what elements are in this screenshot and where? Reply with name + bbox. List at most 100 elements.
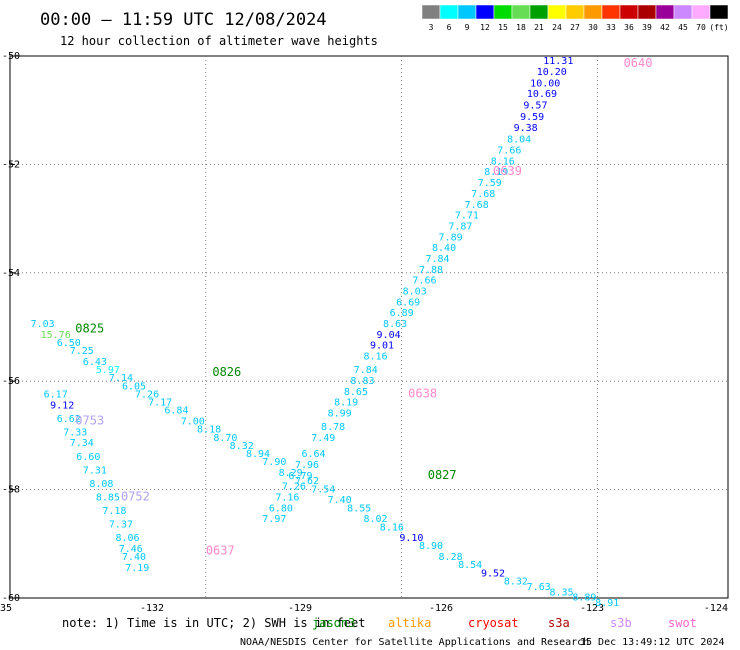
- swh-value: 7.26: [282, 482, 306, 493]
- swh-value: 7.17: [148, 398, 172, 409]
- swh-value: 7.96: [295, 460, 319, 471]
- pass-id-label: 0640: [624, 56, 653, 70]
- colorbar-swatch: [583, 4, 603, 20]
- swh-value: 8.28: [439, 552, 463, 563]
- colorbar-tick: 33: [606, 23, 616, 32]
- axis-ticks: -135 -132 -129 -126 -123 -124 -50 -52 -54 -56 -58 -…: [0, 51, 728, 614]
- pass-id-label: 0639: [493, 164, 522, 178]
- swh-value: 7.26: [135, 389, 159, 400]
- swh-value: 7.84: [354, 365, 378, 376]
- swh-value: 8.16: [491, 156, 515, 167]
- swh-value: 8.16: [363, 352, 387, 363]
- swh-value: 6.05: [122, 381, 146, 392]
- swh-value: 8.54: [458, 560, 482, 571]
- satellite-legend-item: swot: [668, 616, 697, 630]
- swh-value: 8.99: [328, 408, 352, 419]
- swh-value: 10.00: [530, 78, 560, 89]
- swh-value: 8.35: [550, 587, 574, 598]
- pass-id-label: 0752: [121, 489, 150, 503]
- pass-id-label: 0825: [75, 321, 104, 335]
- x-tick-label: -124: [704, 603, 728, 614]
- chart-subtitle: 12 hour collection of altimeter wave hei…: [60, 34, 378, 48]
- swh-value: 8.29: [279, 468, 303, 479]
- swh-value: 6.43: [83, 357, 107, 368]
- colorbar-tick: 12: [480, 23, 490, 32]
- chart-title: 00:00 – 11:59 UTC 12/08/2024: [40, 10, 327, 30]
- colorbar-swatch: [439, 4, 459, 20]
- swh-value: 8.40: [432, 243, 456, 254]
- swh-value: 7.88: [419, 265, 443, 276]
- swh-value: 7.59: [478, 178, 502, 189]
- swh-value: 6.79: [288, 471, 312, 482]
- swh-value: 6.62: [57, 414, 81, 425]
- swh-value: 10.20: [537, 67, 567, 78]
- colorbar-tick: 6: [447, 23, 452, 32]
- swh-value: 7.16: [275, 492, 299, 503]
- x-tick-label: -123: [580, 603, 604, 614]
- satellite-legend-item: cryosat: [468, 616, 519, 630]
- colorbar-tick: 15: [498, 23, 508, 32]
- swh-value: 8.90: [419, 541, 443, 552]
- swh-value: 8.19: [334, 398, 358, 409]
- satellite-legend-item: jason3: [312, 616, 355, 630]
- swh-value: 6.89: [390, 308, 414, 319]
- swh-value: 8.85: [96, 492, 120, 503]
- swh-value: 7.71: [455, 211, 479, 222]
- colorbar-tick: 36: [624, 23, 634, 32]
- colorbar-tick: 70: [696, 23, 706, 32]
- pass-id-label: 0826: [212, 365, 241, 379]
- swh-value: 10.69: [527, 89, 557, 100]
- x-tick-label: -129: [288, 603, 312, 614]
- x-tick-label: -135: [0, 603, 12, 614]
- colorbar-swatch: [421, 4, 441, 20]
- colorbar-swatch: [529, 4, 549, 20]
- y-tick-label: -52: [2, 159, 20, 170]
- swh-value: 7.00: [181, 417, 205, 428]
- y-tick-label: -58: [2, 485, 20, 496]
- swh-value: 8.89: [572, 593, 596, 604]
- pass-labels: 0640063906380637075307520825082608270653…: [75, 56, 653, 558]
- colorbar-swatch: [619, 4, 639, 20]
- swh-value: 7.49: [311, 433, 335, 444]
- swh-value: 8.02: [363, 514, 387, 525]
- colorbar-tick: 3: [429, 23, 434, 32]
- swh-value: 7.54: [311, 484, 335, 495]
- swh-value: 8.32: [230, 441, 254, 452]
- satellite-legend-item: s3a: [548, 616, 570, 630]
- swh-value: 15.76: [41, 330, 71, 341]
- y-tick-label: -60: [2, 593, 20, 604]
- x-tick-label: -132: [140, 603, 164, 614]
- colorbar-swatch: [637, 4, 657, 20]
- swh-value: 7.19: [125, 563, 149, 574]
- y-tick-label: -50: [2, 51, 20, 62]
- colorbar-swatch: [673, 4, 693, 20]
- swh-value: 7.68: [465, 200, 489, 211]
- swh-value: 7.03: [31, 319, 55, 330]
- swh-value: 8.78: [321, 422, 345, 433]
- colorbar-tick: 21: [534, 23, 544, 32]
- swh-value: 8.83: [350, 376, 374, 387]
- swh-value: 6.60: [76, 452, 100, 463]
- swh-value: 9.52: [481, 568, 505, 579]
- swh-value: 7.66: [412, 276, 436, 287]
- swh-value: 7.66: [497, 146, 521, 157]
- footer-timestamp: 15 Dec 13:49:12 UTC 2024: [580, 637, 725, 648]
- swh-value: 6.50: [57, 338, 81, 349]
- swh-value: 7.68: [471, 189, 495, 200]
- colorbar-swatch: [655, 4, 675, 20]
- pass-id-label: 0753: [75, 414, 104, 428]
- colorbar-tick: 27: [570, 23, 580, 32]
- y-tick-label: -54: [2, 268, 20, 279]
- plot-frame: [9, 55, 729, 599]
- swh-value: 7.25: [70, 346, 94, 357]
- wave-height-points: 11.3110.2010.0010.699.579.599.388.047.66…: [31, 56, 620, 609]
- swh-value: 9.38: [514, 123, 538, 134]
- colorbar-swatch: [691, 4, 711, 20]
- satellite-legend-item: s3b: [610, 616, 632, 630]
- colorbar-swatch: [565, 4, 585, 20]
- swh-value: 7.18: [102, 506, 126, 517]
- swh-value: 9.12: [50, 400, 74, 411]
- swh-value: 5.97: [96, 365, 120, 376]
- swh-value: 9.57: [523, 101, 547, 112]
